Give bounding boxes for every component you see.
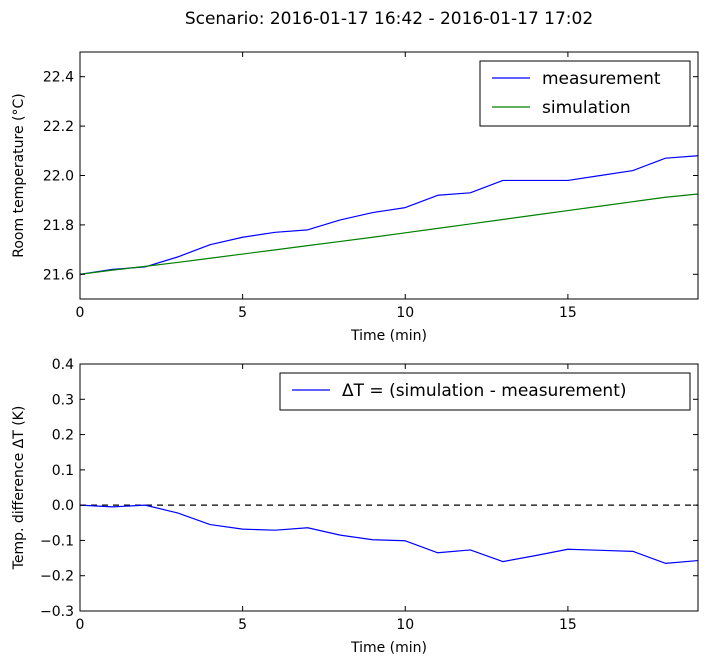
y-tick-label: 21.6: [43, 267, 74, 283]
y-tick-label: 22.0: [43, 169, 74, 185]
x-tick-label: 10: [396, 617, 414, 633]
x-axis-label: Time (min): [350, 640, 427, 656]
y-tick-label: 0.4: [52, 357, 74, 373]
y-tick-label: 0.1: [52, 463, 74, 479]
temperature-panel: 0 5 10 15 21.6 21.8 22.0 22.2 22.4 Time (min) Room…: [11, 51, 699, 344]
y-tick-label: −0.3: [40, 604, 74, 620]
legend-label-0: ΔT = (simulation - measurement): [342, 381, 627, 401]
x-tick-label: 5: [238, 617, 247, 633]
y-tick-label: 22.2: [43, 119, 74, 135]
axes-frame: [79, 363, 699, 612]
x-tick-label: 0: [76, 617, 85, 633]
series-line-1: [79, 193, 699, 275]
x-tick-label: 10: [396, 305, 414, 321]
series-line-0: [79, 155, 699, 275]
legend-box: [479, 60, 691, 127]
x-tick-label: 15: [559, 305, 577, 321]
y-tick-label: −0.1: [40, 533, 74, 549]
y-axis-label: Room temperature (°C): [11, 93, 27, 257]
y-tick-label: −0.2: [40, 569, 74, 585]
y-tick-label: 0.2: [52, 428, 74, 444]
figure-title: Scenario: 2016-01-17 16:42 - 2016-01-17 …: [185, 9, 593, 29]
x-tick-label: 5: [238, 305, 247, 321]
y-tick-label: 0.0: [52, 498, 74, 514]
y-axis-label: Temp. difference ΔT (K): [11, 406, 27, 571]
x-tick-label: 0: [76, 305, 85, 321]
x-axis-label: Time (min): [350, 328, 427, 344]
legend-box: [279, 372, 691, 411]
y-tick-label: 0.3: [52, 392, 74, 408]
y-tick-label: 21.8: [43, 218, 74, 234]
x-tick-label: 15: [559, 617, 577, 633]
series-line-0: [79, 504, 699, 564]
y-tick-label: 22.4: [43, 70, 74, 86]
difference-panel: 0 5 10 15 −0.3 −0.2 −0.1 0.0 0.1 0.2 0.3 0.4 Time (m…: [11, 357, 699, 656]
legend-label-0: measurement: [542, 69, 661, 89]
legend-label-1: simulation: [542, 98, 631, 118]
